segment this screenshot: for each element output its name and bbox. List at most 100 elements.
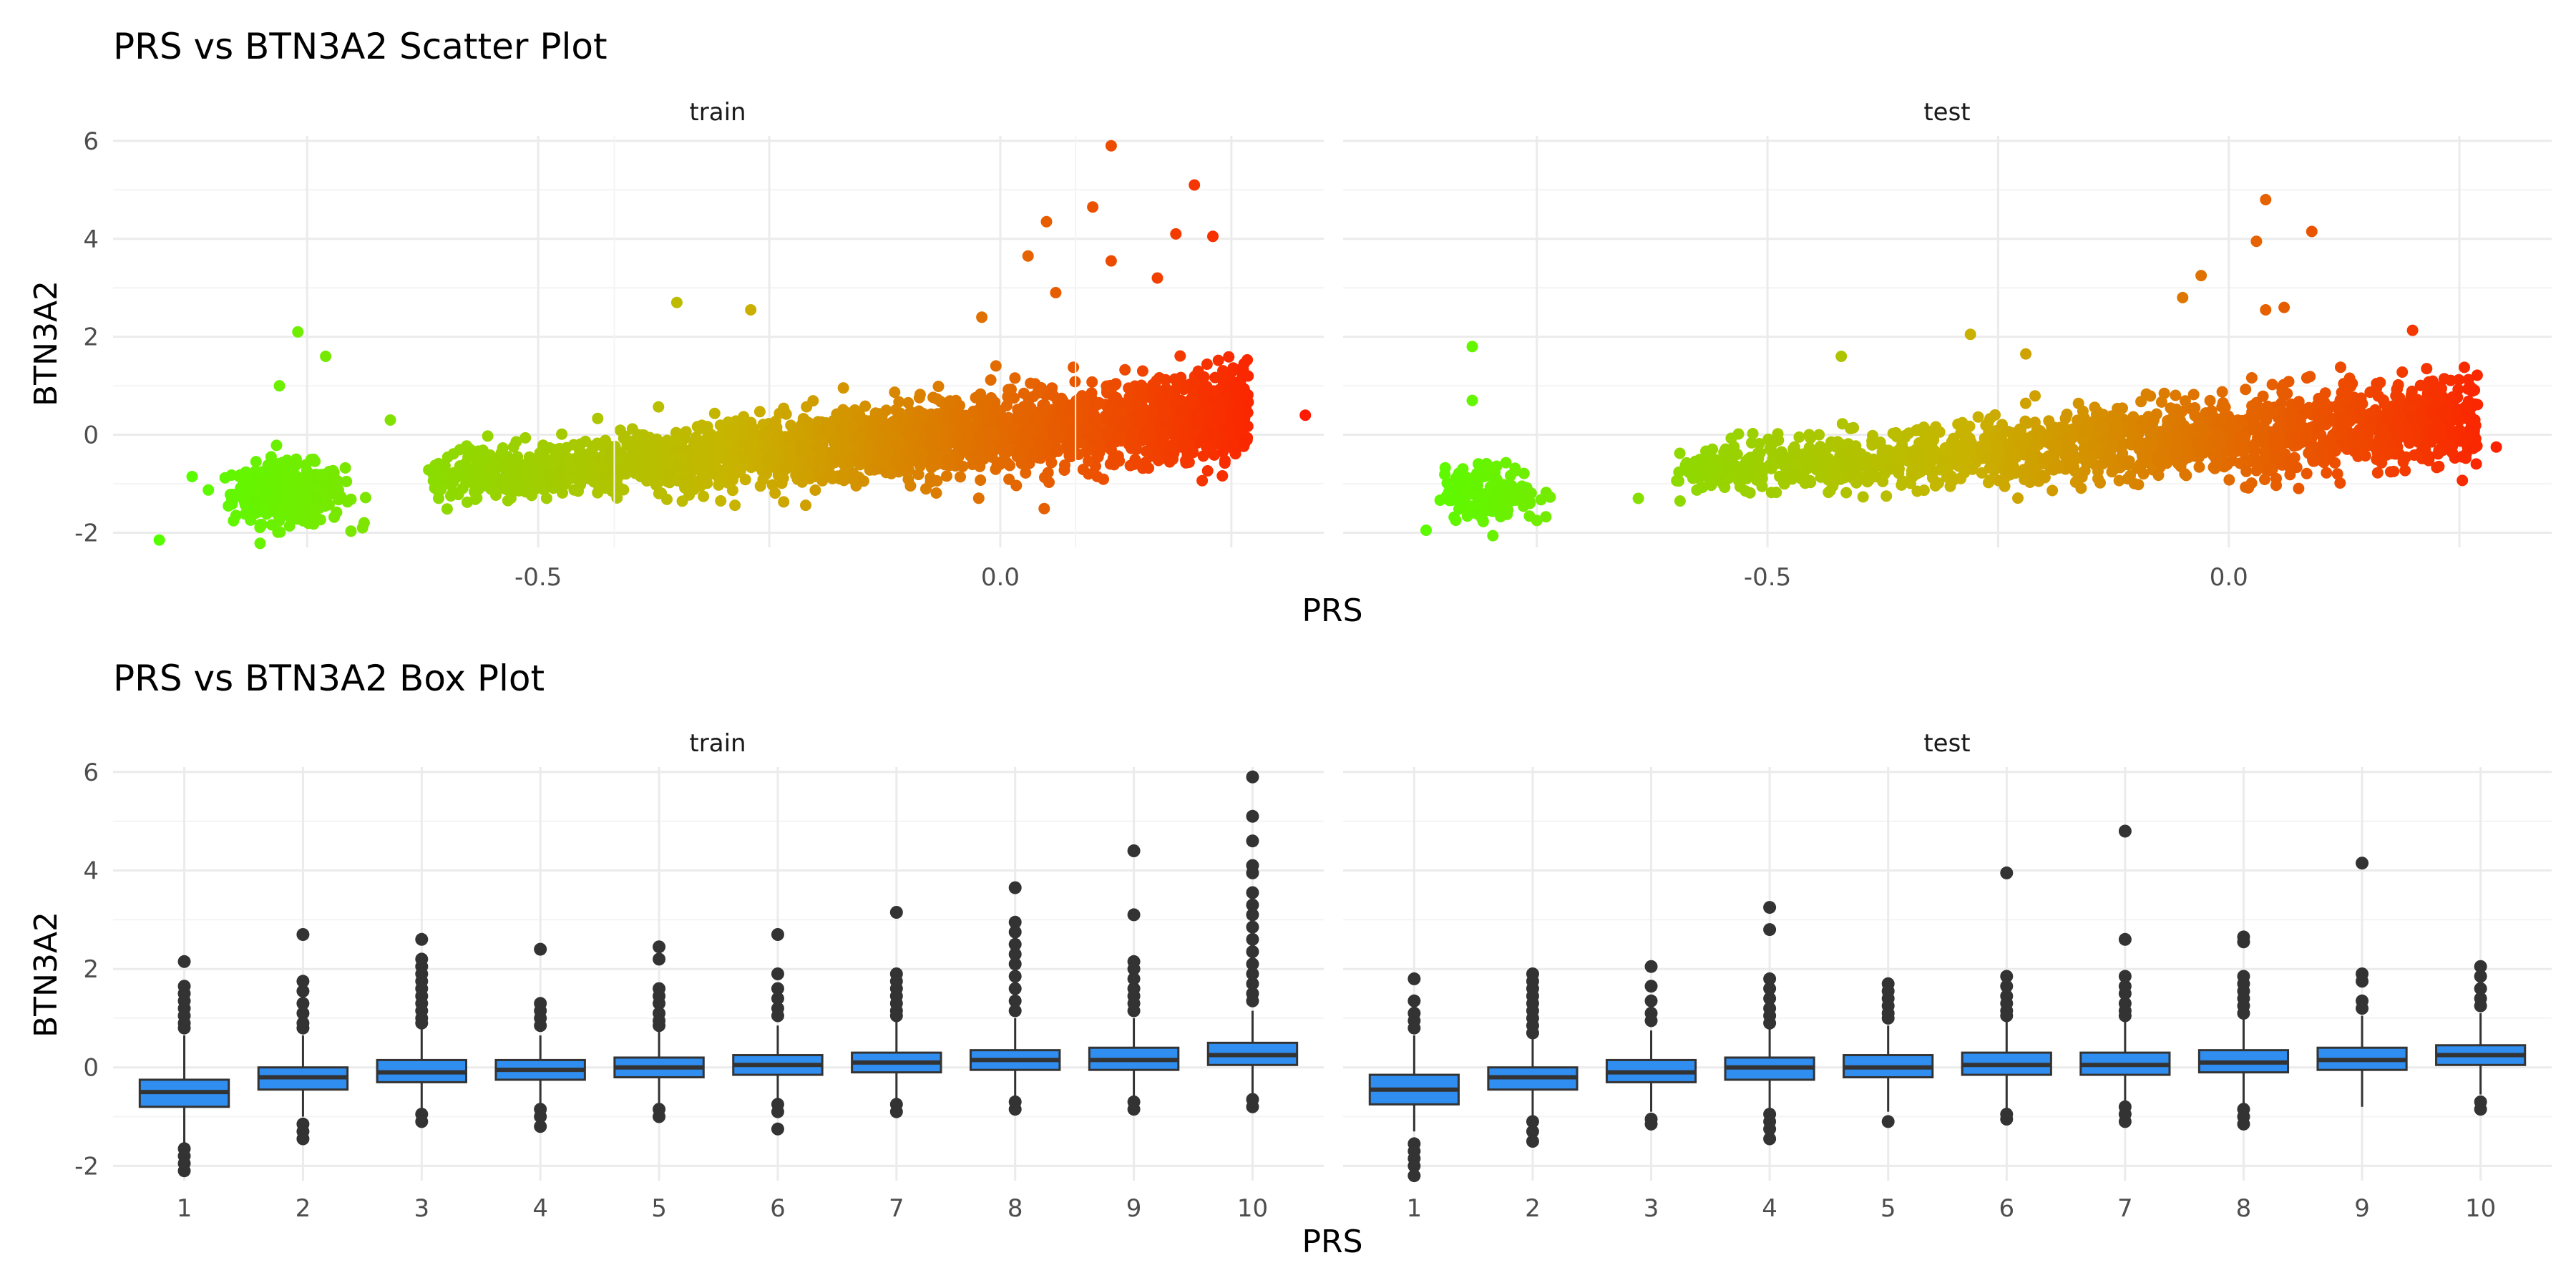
scatter-point	[1214, 408, 1226, 420]
scatter-point	[1722, 464, 1735, 476]
scatter-point	[2301, 431, 2313, 444]
scatter-point	[1934, 464, 1946, 476]
scatter-point	[2180, 434, 2192, 447]
scatter-point	[876, 410, 888, 422]
scatter-point	[1989, 409, 2001, 421]
scatter-point	[1230, 391, 1242, 404]
scatter-point	[1123, 382, 1135, 394]
scatter-point	[997, 429, 1010, 441]
scatter-point	[1052, 445, 1064, 457]
scatter-point	[2158, 447, 2170, 459]
scatter-point	[2462, 403, 2474, 415]
scatter-point	[1671, 474, 1683, 487]
scatter-point	[1964, 328, 1976, 341]
scatter-point	[2145, 428, 2157, 440]
scatter-point	[250, 495, 262, 507]
scatter-point	[2313, 392, 2325, 404]
scatter-point	[526, 489, 537, 502]
scatter-point	[1474, 469, 1486, 482]
scatter-point	[2260, 304, 2272, 316]
scatter-point	[1119, 364, 1131, 376]
scatter-point	[265, 477, 277, 489]
scatter-point	[1204, 416, 1216, 429]
scatter-point	[2260, 194, 2272, 205]
scatter-point	[714, 431, 726, 444]
scatter-point	[2266, 407, 2278, 419]
scatter-point	[258, 487, 270, 499]
scatter-point	[454, 460, 466, 472]
scatter-point	[469, 493, 482, 505]
scatter-point	[1945, 470, 1957, 482]
scatter-point	[2148, 414, 2160, 426]
scatter-point	[356, 522, 369, 534]
scatter-point	[2460, 452, 2472, 464]
scatter-point	[495, 447, 507, 459]
scatter-point	[698, 490, 710, 502]
scatter-point	[1674, 495, 1686, 507]
scatter-point	[2371, 467, 2384, 479]
scatter-point	[1050, 287, 1062, 298]
scatter-point	[653, 401, 665, 413]
scatter-point	[2240, 384, 2252, 396]
scatter-point	[290, 459, 302, 471]
scatter-point	[345, 525, 357, 537]
scatter-point	[1632, 492, 1644, 504]
scatter-point	[250, 456, 262, 468]
scatter-point	[1093, 439, 1105, 452]
scatter-point	[439, 460, 451, 472]
scatter-point	[912, 469, 924, 481]
box-x-tick-label: 4	[532, 1194, 548, 1223]
scatter-point	[1091, 470, 1103, 482]
scatter-point	[269, 459, 281, 472]
scatter-point	[2471, 369, 2483, 381]
scatter-point	[1741, 472, 1752, 484]
scatter-point	[950, 432, 962, 444]
scatter-point	[1835, 351, 1848, 362]
scatter-point	[784, 452, 796, 464]
scatter-point	[992, 459, 1004, 472]
scatter-point	[507, 441, 519, 453]
scatter-point	[441, 503, 453, 515]
scatter-point	[781, 462, 794, 474]
scatter-point	[2470, 458, 2482, 470]
scatter-point	[1113, 455, 1126, 467]
scatter-point	[1238, 434, 1250, 446]
scatter-point	[1740, 485, 1752, 497]
scatter-point	[2005, 468, 2017, 480]
scatter-point	[698, 435, 711, 447]
scatter-point	[2210, 454, 2223, 466]
scatter-point	[2030, 463, 2041, 475]
scatter-point	[2301, 372, 2313, 384]
scatter-point	[1686, 459, 1698, 471]
scatter-point	[635, 454, 647, 467]
scatter-point	[1443, 494, 1455, 507]
scatter-point	[875, 458, 887, 470]
scatter-point	[1201, 381, 1213, 393]
scatter-point	[892, 434, 904, 447]
scatter-point	[2352, 428, 2364, 440]
scatter-point	[423, 464, 435, 476]
scatter-point	[942, 455, 955, 467]
scatter-point	[2391, 384, 2403, 396]
scatter-point	[1083, 424, 1095, 436]
scatter-point	[2459, 361, 2470, 374]
scatter-point	[2443, 439, 2455, 451]
scatter-point	[273, 380, 286, 392]
scatter-point	[1752, 447, 1764, 459]
scatter-point	[2335, 361, 2346, 374]
scatter-point	[1077, 464, 1089, 476]
scatter-point	[502, 494, 514, 507]
box-x-axis-label: PRS	[1302, 1224, 1362, 1260]
scatter-point	[1002, 442, 1014, 454]
scatter-point	[1799, 477, 1811, 489]
scatter-point	[2170, 389, 2182, 401]
scatter-point	[1033, 436, 1045, 449]
scatter-point	[1700, 445, 1712, 457]
scatter-point	[1826, 474, 1838, 487]
scatter-panel-test-strip: test	[1923, 98, 1970, 127]
scatter-point	[1420, 525, 1432, 536]
scatter-x-tick-label: 0.0	[2210, 563, 2248, 592]
scatter-point	[683, 449, 696, 461]
scatter-point	[1224, 421, 1236, 433]
scatter-point	[1018, 387, 1030, 399]
